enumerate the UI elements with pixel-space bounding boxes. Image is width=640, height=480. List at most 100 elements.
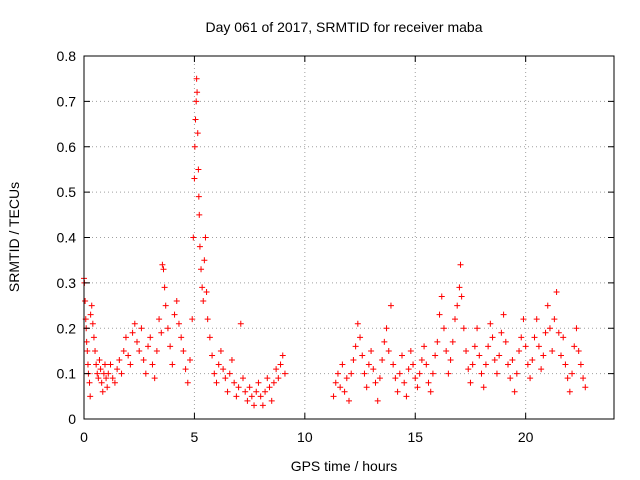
data-point [97, 366, 104, 373]
data-point [392, 375, 399, 382]
data-point [429, 370, 436, 377]
data-point [259, 402, 266, 409]
data-point [403, 393, 410, 400]
data-point [457, 261, 464, 268]
data-point [555, 329, 562, 336]
data-point [125, 352, 132, 359]
data-point [162, 302, 169, 309]
data-point [248, 393, 255, 400]
x-axis-label: GPS time / hours [291, 458, 398, 474]
data-point [474, 325, 481, 332]
data-point [231, 379, 238, 386]
data-point [363, 384, 370, 391]
data-points [81, 75, 589, 409]
data-point [538, 366, 545, 373]
data-point [467, 379, 474, 386]
data-point [190, 234, 197, 241]
data-point [191, 143, 198, 150]
y-tick-label: 0.7 [57, 93, 77, 109]
grid-lines [84, 56, 614, 419]
data-point [82, 298, 89, 305]
data-point [507, 375, 514, 382]
data-point [405, 366, 412, 373]
data-point [83, 338, 90, 345]
data-point [111, 379, 118, 386]
data-point [96, 357, 103, 364]
data-point [339, 361, 346, 368]
y-tick-label: 0.6 [57, 139, 77, 155]
data-point [399, 352, 405, 359]
data-point [502, 338, 509, 345]
data-point [423, 361, 430, 368]
data-point [98, 379, 105, 386]
data-point [220, 366, 227, 373]
data-point [465, 366, 472, 373]
data-point [142, 370, 149, 377]
data-point [92, 347, 99, 354]
data-point [357, 334, 364, 341]
data-point [368, 347, 375, 354]
data-point [164, 325, 171, 332]
data-point [379, 357, 386, 364]
data-point [153, 347, 160, 354]
y-axis-label: SRMTID / TECUs [6, 182, 22, 292]
data-point [348, 370, 355, 377]
data-point [253, 388, 260, 395]
data-point [109, 375, 116, 382]
data-point [564, 375, 571, 382]
data-point [478, 370, 485, 377]
data-point [131, 320, 138, 327]
data-point [145, 343, 152, 350]
data-point [204, 316, 211, 323]
data-point [529, 357, 536, 364]
data-point [383, 325, 390, 332]
data-point [432, 352, 439, 359]
data-point [334, 370, 341, 377]
data-point [412, 375, 419, 382]
data-point [118, 370, 125, 377]
data-point [199, 284, 206, 291]
data-point [149, 361, 156, 368]
data-point [94, 370, 101, 377]
y-tick-label: 0.5 [57, 184, 77, 200]
data-point [447, 357, 454, 364]
data-point [546, 325, 553, 332]
data-point [440, 325, 447, 332]
data-point [211, 370, 218, 377]
data-point [209, 352, 216, 359]
data-point [173, 298, 180, 305]
data-point [194, 89, 201, 96]
data-point [487, 320, 494, 327]
data-point [237, 320, 244, 327]
data-point [101, 361, 108, 368]
data-point [89, 320, 96, 327]
data-point [482, 361, 489, 368]
data-point [551, 316, 558, 323]
data-point [491, 357, 498, 364]
data-point [387, 302, 394, 309]
data-point [193, 98, 200, 105]
data-point [480, 384, 487, 391]
data-point [416, 370, 423, 377]
data-point [582, 384, 589, 391]
data-point [122, 334, 129, 341]
data-point [255, 379, 262, 386]
data-point [266, 384, 273, 391]
data-point [242, 388, 249, 395]
data-point [361, 370, 368, 377]
data-point [84, 361, 91, 368]
data-point [180, 347, 187, 354]
data-point [476, 352, 483, 359]
data-point [436, 311, 443, 318]
data-point [381, 338, 388, 345]
data-point [449, 338, 456, 345]
data-point [84, 347, 91, 354]
data-point [454, 302, 461, 309]
data-point [257, 393, 264, 400]
data-point [485, 343, 492, 350]
data-point [343, 375, 350, 382]
data-point [531, 334, 538, 341]
data-point [332, 379, 339, 386]
data-point [542, 329, 549, 336]
data-point [262, 388, 269, 395]
